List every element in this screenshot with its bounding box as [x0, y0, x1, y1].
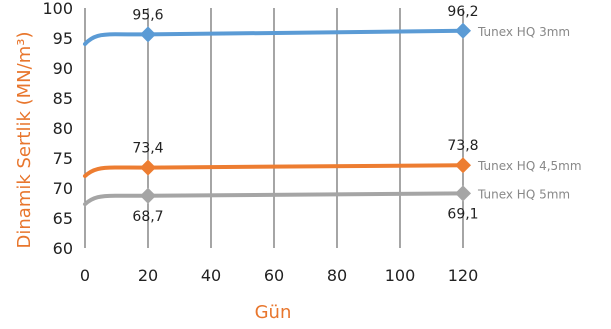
x-tick-label-3: 60	[264, 266, 284, 285]
series-layer	[83, 22, 471, 207]
series-2-data-label-0: 68,7	[132, 209, 163, 225]
x-tick-label-2: 40	[201, 266, 221, 285]
series-line-2	[83, 191, 465, 207]
y-tick-label-2: 70	[53, 179, 73, 198]
y-tick-label-5: 85	[53, 89, 73, 108]
series-2-marker-1	[140, 187, 156, 204]
series-1-name: Tunex HQ 4,5mm	[477, 159, 582, 173]
series-0-data-label-0: 95,6	[132, 7, 163, 23]
series-0-marker-2	[455, 22, 471, 39]
grid-layer	[84, 8, 464, 248]
y-tick-label-6: 90	[53, 59, 73, 78]
y-tick-label-7: 95	[53, 29, 73, 48]
x-tick-label-5: 100	[385, 266, 416, 285]
series-1-data-label-0: 73,4	[132, 141, 163, 157]
series-0-name: Tunex HQ 3mm	[477, 25, 570, 39]
series-0-data-label-1: 96,2	[447, 4, 478, 20]
series-1-data-label-1: 73,8	[447, 138, 478, 154]
label-layer: 60 65 70 75 80 85 90 95 100 0 20 40 60 80 100 120 95,6 96…	[42, 0, 581, 285]
y-tick-label-3: 75	[53, 149, 73, 168]
y-tick-label-1: 65	[53, 209, 73, 228]
series-line-1	[83, 163, 465, 178]
x-tick-label-0: 0	[80, 266, 90, 285]
y-tick-label-0: 60	[53, 239, 73, 258]
series-line-0	[83, 28, 465, 46]
x-tick-label-4: 80	[327, 266, 347, 285]
x-tick-label-1: 20	[138, 266, 158, 285]
series-0-marker-1	[140, 26, 156, 43]
series-1-marker-1	[140, 159, 156, 176]
y-axis-title: Dinamik Sertlik (MN/m³)	[14, 32, 35, 249]
y-tick-label-8: 100	[42, 0, 73, 18]
series-2-marker-2	[455, 185, 471, 202]
series-2-data-label-1: 69,1	[447, 206, 478, 222]
x-axis-title: Gün	[255, 302, 292, 323]
series-2-name: Tunex HQ 5mm	[477, 187, 570, 201]
y-tick-label-4: 80	[53, 119, 73, 138]
x-tick-label-6: 120	[448, 266, 479, 285]
series-1-marker-2	[455, 157, 471, 174]
